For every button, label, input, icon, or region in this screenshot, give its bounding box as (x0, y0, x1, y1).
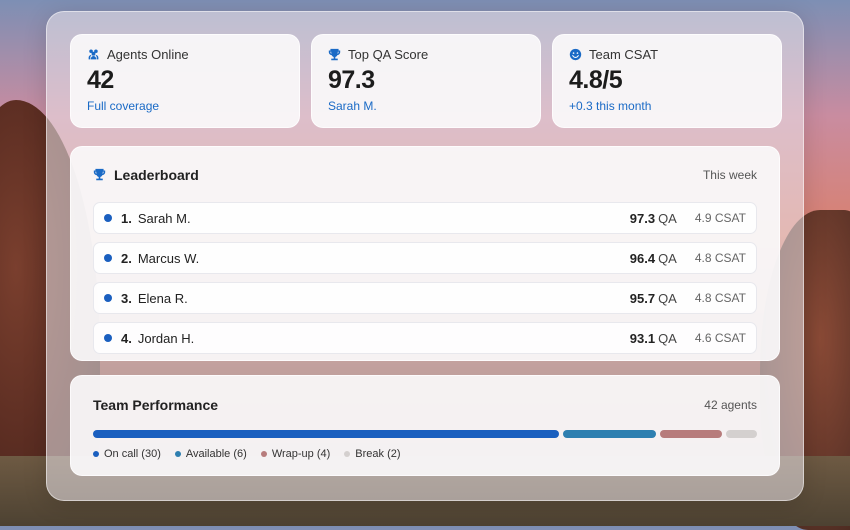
csat-score: 4.8 CSAT (694, 251, 746, 265)
legend-dot (260, 451, 267, 457)
status-dot (104, 334, 112, 342)
status-bar-segment (93, 430, 559, 438)
leaderboard-title: Leaderboard (114, 166, 199, 183)
status-bar-segment (725, 430, 757, 438)
qa-unit: QA (658, 290, 677, 306)
leaderboard-row[interactable]: 2. Marcus W. 96.4 QA 4.8 CSAT (93, 242, 757, 274)
users-icon (87, 48, 100, 61)
agent-name: Jordan H. (137, 330, 195, 346)
legend-label: Wrap-up (4) (271, 448, 331, 460)
dashboard-panel: Agents Online 42 Full coverage Top QA Sc… (46, 11, 804, 501)
team-performance-card: Team Performance 42 agents On call (30) A… (70, 375, 780, 476)
stat-subtext: Sarah M. (328, 99, 377, 113)
trophy-icon (93, 168, 106, 181)
qa-unit: QA (658, 250, 677, 266)
agent-name: Marcus W. (137, 250, 200, 266)
legend-item: On call (30) (93, 448, 161, 460)
csat-score: 4.6 CSAT (694, 331, 746, 345)
legend-item: Wrap-up (4) (260, 448, 331, 460)
qa-score: 93.1 (629, 330, 656, 346)
qa-unit: QA (658, 210, 677, 226)
status-distribution-bar (93, 430, 757, 438)
rank: 2. (121, 250, 132, 266)
status-legend: On call (30) Available (6) Wrap-up (4) Brea… (93, 448, 757, 460)
stat-label: Agents Online (107, 47, 189, 62)
status-dot (104, 214, 112, 222)
leaderboard-period[interactable]: This week (702, 167, 757, 182)
stat-value: 42 (87, 66, 114, 94)
stat-label: Top QA Score (348, 47, 429, 62)
legend-dot (174, 451, 181, 457)
team-performance-title: Team Performance (93, 397, 219, 413)
smiley-icon (569, 48, 582, 61)
agent-name: Elena R. (137, 290, 188, 306)
csat-score: 4.9 CSAT (694, 211, 746, 225)
stat-subtext: Full coverage (87, 99, 160, 113)
legend-label: On call (30) (104, 448, 161, 460)
qa-unit: QA (658, 330, 677, 346)
legend-item: Break (2) (344, 448, 401, 460)
stat-card-top-qa-score: Top QA Score 97.3 Sarah M. (311, 34, 541, 128)
status-dot (104, 294, 112, 302)
leaderboard-row[interactable]: 3. Elena R. 95.7 QA 4.8 CSAT (93, 282, 757, 314)
leaderboard-row[interactable]: 1. Sarah M. 97.3 QA 4.9 CSAT (93, 202, 757, 234)
stat-subtext: +0.3 this month (569, 99, 652, 113)
team-performance-total: 42 agents (704, 398, 757, 412)
legend-item: Available (6) (174, 448, 247, 460)
qa-score: 95.7 (629, 290, 656, 306)
legend-dot (344, 451, 351, 457)
legend-label: Break (2) (355, 448, 401, 460)
stat-value: 4.8/5 (569, 66, 623, 94)
agent-name: Sarah M. (137, 210, 191, 226)
status-bar-segment (562, 430, 656, 438)
rank: 4. (121, 330, 132, 346)
status-dot (104, 254, 112, 262)
qa-score: 97.3 (629, 210, 656, 226)
csat-score: 4.8 CSAT (694, 291, 746, 305)
legend-dot (93, 451, 99, 457)
leaderboard-card: Leaderboard This week 1. Sarah M. 97.3 Q… (70, 146, 780, 361)
rank: 3. (121, 290, 132, 306)
stat-card-team-csat: Team CSAT 4.8/5 +0.3 this month (552, 34, 782, 128)
leaderboard-row[interactable]: 4. Jordan H. 93.1 QA 4.6 CSAT (93, 322, 757, 354)
stat-card-agents-online: Agents Online 42 Full coverage (70, 34, 300, 128)
stat-value: 97.3 (328, 66, 375, 94)
status-bar-segment (659, 430, 722, 438)
rank: 1. (121, 210, 132, 226)
qa-score: 96.4 (629, 250, 656, 266)
stat-label: Team CSAT (589, 47, 659, 62)
legend-label: Available (6) (185, 448, 247, 460)
trophy-icon (328, 48, 341, 61)
